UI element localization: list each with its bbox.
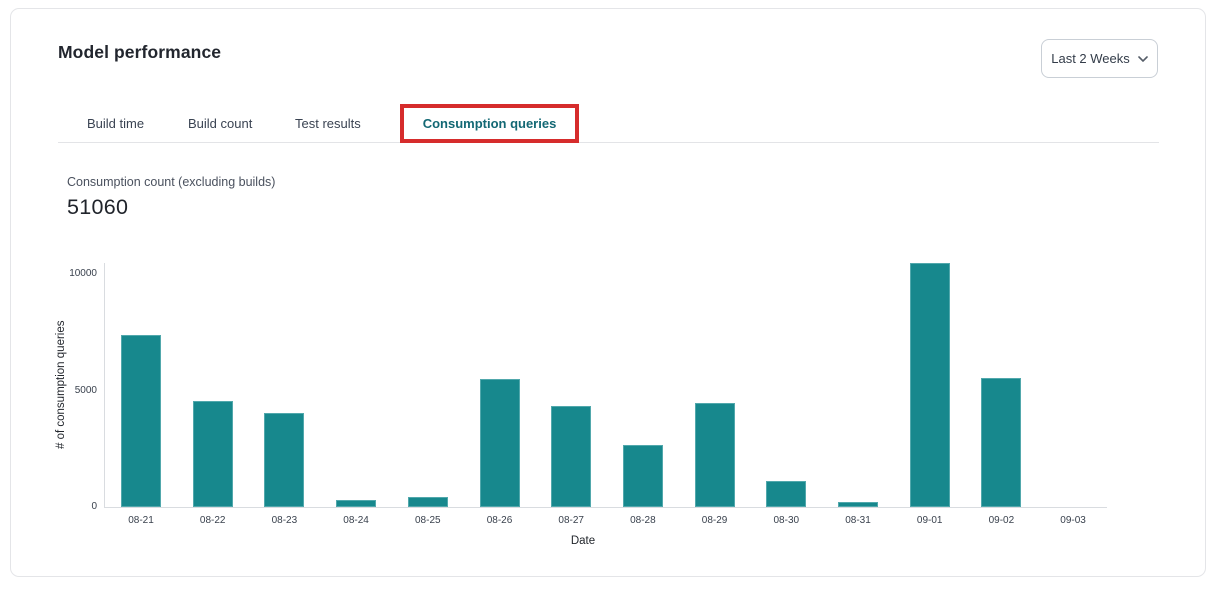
y-tick-label: 0 <box>91 501 97 512</box>
metric-label: Consumption count (excluding builds) <box>67 175 276 189</box>
bar-08-30[interactable] <box>766 481 807 507</box>
model-performance-card: Model performance Last 2 Weeks Build tim… <box>10 8 1206 577</box>
x-tick-label: 08-21 <box>128 515 154 526</box>
x-tick-label: 08-25 <box>415 515 441 526</box>
tab-test-results[interactable]: Test results <box>295 104 361 142</box>
tab-bar-divider <box>58 142 1159 143</box>
bar-08-24[interactable] <box>336 500 377 507</box>
bar-08-31[interactable] <box>838 502 878 507</box>
tab-consumption-queries[interactable]: Consumption queries <box>422 116 557 131</box>
bar-08-28[interactable] <box>622 445 663 507</box>
bar-08-25[interactable] <box>407 497 448 507</box>
bar-08-23[interactable] <box>264 413 305 507</box>
bar-08-21[interactable] <box>121 335 161 507</box>
y-tick-label: 5000 <box>74 384 97 396</box>
x-tick-label: 08-23 <box>271 515 298 526</box>
x-tick-label: 09-03 <box>1060 515 1086 526</box>
bar-09-01[interactable] <box>909 263 950 507</box>
tab-build-time[interactable]: Build time <box>87 104 144 142</box>
bar-08-26[interactable] <box>479 379 520 507</box>
bar-09-02[interactable] <box>981 378 1022 507</box>
y-tick-label: 10000 <box>69 268 97 280</box>
x-tick-label: 09-02 <box>988 515 1015 526</box>
x-axis-title: Date <box>570 535 596 547</box>
metric-value: 51060 <box>67 195 129 219</box>
page-title: Model performance <box>58 42 222 62</box>
x-tick-label: 08-22 <box>199 515 226 526</box>
x-tick-label: 08-29 <box>701 515 728 526</box>
tab-build-count[interactable]: Build count <box>188 104 252 142</box>
annotation-red-box: Consumption queries <box>400 104 579 143</box>
chevron-down-icon <box>1137 55 1148 62</box>
bar-08-29[interactable] <box>694 403 735 507</box>
x-tick-label: 08-30 <box>773 515 800 526</box>
period-selector-value: Last 2 Weeks <box>1051 51 1130 66</box>
x-tick-label: 08-28 <box>630 515 656 526</box>
x-tick-label: 08-24 <box>343 515 369 526</box>
x-tick-label: 08-31 <box>845 515 871 526</box>
period-selector[interactable]: Last 2 Weeks <box>1041 39 1158 78</box>
bar-chart-plot-area: # of consumption queries Date 0 5000 10000… <box>55 263 1107 547</box>
x-tick-label: 08-27 <box>558 515 584 526</box>
x-tick-label: 08-26 <box>486 515 513 526</box>
x-tick-label: 09-01 <box>916 515 943 526</box>
bar-08-27[interactable] <box>551 406 592 507</box>
bar-08-22[interactable] <box>192 401 233 507</box>
